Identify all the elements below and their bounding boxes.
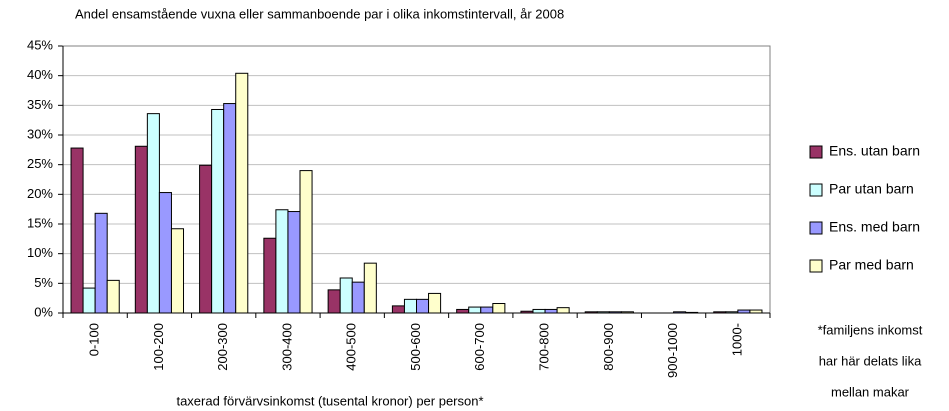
- bar: [584, 311, 598, 314]
- x-tick-label: 700-800: [536, 323, 551, 371]
- y-tick-label: 10%: [27, 245, 53, 260]
- bar: [608, 311, 622, 314]
- bar: [725, 311, 739, 314]
- bar: [556, 307, 570, 314]
- legend-label: Par utan barn: [829, 181, 914, 197]
- bar: [673, 311, 687, 314]
- x-tick-label: 200-300: [215, 323, 230, 371]
- bar: [596, 311, 610, 314]
- y-tick-label: 30%: [27, 126, 53, 141]
- legend-label: Par med barn: [829, 257, 914, 273]
- y-tick-label: 20%: [27, 186, 53, 201]
- legend-swatch: [809, 145, 823, 159]
- bar: [299, 170, 313, 314]
- bar: [339, 277, 353, 314]
- bar: [749, 309, 763, 314]
- y-tick-label: 5%: [34, 275, 53, 290]
- annotation: mellan makar: [831, 384, 910, 399]
- bar: [391, 305, 405, 314]
- x-tick-label: 1000-: [729, 323, 744, 356]
- x-tick-label: 500-600: [408, 323, 423, 371]
- bar: [620, 311, 634, 314]
- bar: [428, 292, 442, 314]
- bar: [158, 192, 172, 314]
- legend-label: Ens. utan barn: [829, 143, 920, 159]
- bar: [532, 308, 546, 314]
- bar: [82, 287, 96, 314]
- bar: [544, 308, 558, 314]
- bar: [351, 281, 365, 314]
- y-tick-label: 0%: [34, 304, 53, 319]
- x-tick-label: 900-1000: [665, 323, 680, 378]
- y-tick-label: 25%: [27, 156, 53, 171]
- bar: [211, 108, 225, 314]
- annotation: har här delats lika: [819, 353, 922, 368]
- bar: [263, 237, 277, 314]
- legend-label: Ens. med barn: [829, 219, 920, 235]
- bar: [456, 308, 470, 314]
- bar: [327, 289, 341, 314]
- bar: [520, 310, 534, 314]
- bar: [170, 228, 185, 314]
- y-tick-label: 45%: [27, 37, 53, 52]
- bar: [685, 311, 699, 314]
- y-tick-label: 35%: [27, 97, 53, 112]
- x-tick-label: 600-700: [472, 323, 487, 371]
- x-tick-label: 300-400: [279, 323, 294, 371]
- bar: [199, 164, 213, 314]
- x-tick-label: 0-100: [87, 323, 102, 356]
- legend-swatch: [809, 259, 823, 273]
- x-tick-label: 800-900: [601, 323, 616, 371]
- bar: [468, 306, 482, 314]
- annotation: *familjens inkomst: [818, 322, 923, 337]
- bar: [275, 209, 289, 314]
- bar: [223, 103, 237, 314]
- x-axis-title: taxerad förvärvsinkomst (tusental kronor…: [176, 393, 483, 408]
- bar: [363, 262, 377, 314]
- bar: [713, 311, 727, 314]
- bar: [287, 211, 301, 314]
- bar: [70, 147, 84, 314]
- bar: [106, 279, 120, 314]
- legend-swatch: [809, 221, 823, 235]
- legend-swatch: [809, 183, 823, 197]
- bar: [416, 298, 430, 314]
- y-tick-label: 40%: [27, 67, 53, 82]
- bar: [480, 306, 494, 314]
- bar: [492, 303, 506, 314]
- bar: [146, 113, 160, 314]
- chart-title: Andel ensamstående vuxna eller sammanboe…: [75, 6, 564, 21]
- x-tick-label: 400-500: [344, 323, 359, 371]
- bar: [94, 212, 108, 314]
- bar: [737, 309, 751, 314]
- bar: [403, 298, 417, 314]
- x-tick-label: 100-200: [151, 323, 166, 371]
- y-tick-label: 15%: [27, 215, 53, 230]
- bar: [134, 145, 148, 314]
- bar: [235, 72, 249, 314]
